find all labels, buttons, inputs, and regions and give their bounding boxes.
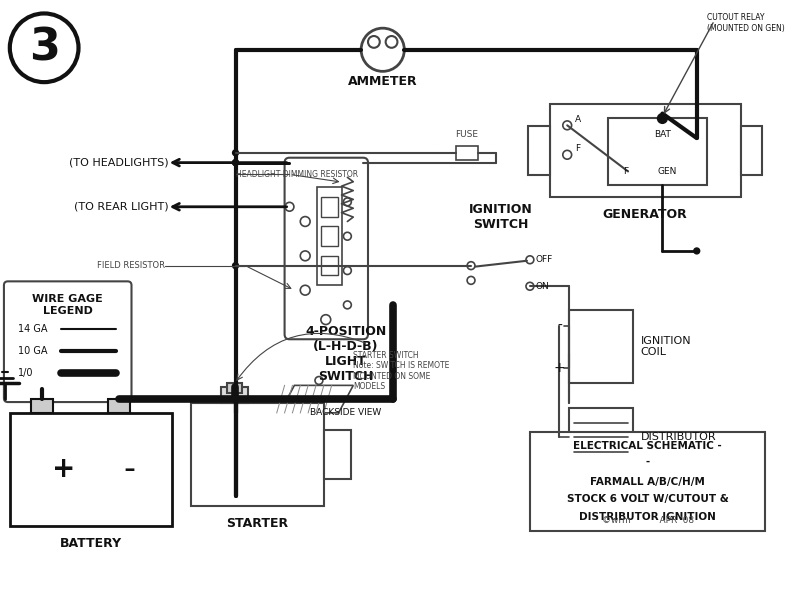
Text: GENERATOR: GENERATOR [602, 208, 688, 221]
Text: STOCK 6 VOLT W/CUTOUT &: STOCK 6 VOLT W/CUTOUT & [566, 494, 729, 504]
Bar [324, 430, 352, 479]
Text: FUSE: FUSE [455, 130, 479, 139]
Circle shape [300, 251, 310, 261]
Text: 3: 3 [29, 26, 60, 69]
Circle shape [300, 285, 310, 295]
Circle shape [10, 13, 78, 82]
Bar [10, 413, 172, 526]
Text: STARTER SWITCH
Note: SWITCH IS REMOTE
MOUNTED ON SOME
MODELS: STARTER SWITCH Note: SWITCH IS REMOTE MO… [353, 351, 450, 391]
Circle shape [526, 283, 534, 290]
Text: WIRE GAGE
LEGEND: WIRE GAGE LEGEND [32, 294, 103, 316]
Circle shape [344, 301, 352, 309]
Circle shape [344, 266, 352, 274]
Bar [108, 399, 129, 413]
Circle shape [344, 232, 352, 240]
Text: HEADLIGHT DIMMING RESISTOR: HEADLIGHT DIMMING RESISTOR [236, 170, 358, 179]
Text: FIELD RESISTOR: FIELD RESISTOR [97, 261, 165, 270]
Bar [456, 146, 478, 160]
Text: IGNITION
SWITCH: IGNITION SWITCH [468, 203, 532, 230]
Circle shape [562, 151, 571, 159]
Circle shape [285, 202, 294, 211]
Text: ©wrm          APR '08: ©wrm APR '08 [602, 516, 694, 525]
Text: 1/0: 1/0 [18, 368, 34, 377]
Circle shape [233, 150, 238, 156]
Text: (TO HEADLIGHTS): (TO HEADLIGHTS) [70, 158, 169, 167]
Circle shape [233, 160, 238, 166]
Text: DISTRIBUTOR: DISTRIBUTOR [641, 433, 717, 442]
Text: ELECTRICAL SCHEMATIC -: ELECTRICAL SCHEMATIC - [574, 441, 722, 451]
Text: IGNITION
COIL: IGNITION COIL [641, 336, 691, 358]
Text: FARMALL A/B/C/H/M: FARMALL A/B/C/H/M [590, 476, 705, 487]
Text: OFF: OFF [536, 255, 553, 264]
Text: STARTER: STARTER [227, 517, 288, 530]
Bar [321, 226, 337, 246]
Circle shape [344, 198, 352, 206]
Circle shape [300, 414, 308, 422]
Bar [530, 433, 765, 530]
Bar [528, 127, 550, 175]
Circle shape [467, 262, 475, 269]
Circle shape [233, 160, 238, 166]
Bar [221, 388, 248, 403]
Bar [227, 383, 242, 393]
Circle shape [321, 315, 331, 325]
Text: (TO REAR LIGHT): (TO REAR LIGHT) [74, 202, 169, 212]
Circle shape [300, 217, 310, 226]
FancyBboxPatch shape [4, 281, 132, 402]
Bar [741, 127, 762, 175]
Bar [321, 256, 337, 275]
Text: GEN: GEN [658, 167, 677, 176]
Circle shape [361, 28, 404, 71]
Text: -: - [124, 453, 136, 486]
Bar [321, 197, 337, 217]
Circle shape [368, 36, 380, 48]
Text: 4-POSITION
(L-H-D-B)
LIGHT
SWITCH: 4-POSITION (L-H-D-B) LIGHT SWITCH [305, 325, 387, 383]
Bar [569, 310, 633, 383]
Circle shape [658, 113, 667, 124]
Circle shape [315, 377, 323, 385]
Text: BATTERY: BATTERY [60, 537, 121, 550]
Text: F: F [575, 145, 580, 154]
Circle shape [467, 277, 475, 284]
Circle shape [233, 263, 238, 269]
Bar [550, 104, 741, 197]
Text: CUTOUT RELAY
(MOUNTED ON GEN): CUTOUT RELAY (MOUNTED ON GEN) [706, 13, 785, 33]
Text: +: + [554, 361, 565, 375]
Text: BACKSIDE VIEW: BACKSIDE VIEW [310, 409, 382, 418]
Text: 14 GA: 14 GA [18, 325, 47, 334]
Circle shape [526, 256, 534, 263]
Text: DISTRIBUTOR IGNITION: DISTRIBUTOR IGNITION [579, 512, 716, 522]
Bar [31, 399, 53, 413]
Text: +: + [52, 455, 75, 483]
Text: -: - [557, 319, 562, 332]
Bar [317, 187, 341, 285]
Text: AMMETER: AMMETER [348, 74, 418, 88]
Circle shape [386, 36, 397, 48]
Text: BAT: BAT [654, 130, 671, 139]
Circle shape [562, 121, 571, 130]
Circle shape [694, 248, 700, 254]
Polygon shape [280, 385, 353, 413]
Text: -: - [646, 457, 650, 467]
FancyBboxPatch shape [284, 158, 368, 339]
Bar [191, 403, 324, 506]
Circle shape [555, 433, 564, 442]
Bar [608, 118, 706, 185]
Text: F: F [623, 167, 629, 176]
Text: 10 GA: 10 GA [18, 346, 47, 356]
Text: A: A [575, 115, 581, 124]
Bar [569, 408, 633, 467]
Text: ON: ON [536, 282, 550, 291]
